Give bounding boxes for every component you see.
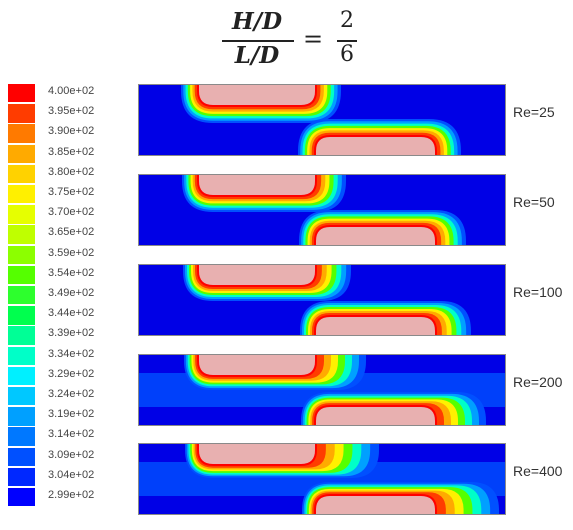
contour-panel [138, 354, 506, 426]
contour-plot [139, 85, 505, 155]
colorbar-swatch [8, 164, 35, 184]
reynolds-label: Re=25 [513, 104, 555, 120]
contour-panel [138, 174, 506, 246]
equation-fraction-bar-left [222, 40, 294, 42]
equation-equals-sign: = [303, 25, 324, 53]
colorbar-swatch [8, 488, 35, 507]
colorbar-swatch [8, 144, 35, 163]
colorbar-swatch [8, 346, 35, 365]
colorbar-tick-label: 3.80e+02 [48, 165, 95, 178]
equation-numerator-left: H/D [231, 8, 283, 35]
lower-fin-body [316, 407, 435, 425]
reynolds-label: Re=50 [513, 194, 555, 210]
colorbar-tick-label: 3.44e+02 [48, 307, 95, 320]
contour-plot [139, 355, 505, 425]
colorbar-tick-label: 3.54e+02 [48, 266, 95, 279]
equation-numerator-right: 2 [340, 8, 354, 33]
upper-fin-body [199, 175, 315, 195]
lower-fin-body [316, 496, 435, 514]
colorbar-tick-label: 3.90e+02 [48, 125, 95, 138]
colorbar-swatch [8, 245, 35, 264]
colorbar-tick-label: 3.70e+02 [48, 206, 95, 219]
equation-denominator-left: L/D [234, 42, 280, 69]
colorbar-swatch [8, 326, 35, 345]
colorbar-swatch [8, 306, 35, 325]
upper-fin-body [199, 355, 315, 375]
colorbar-swatch [8, 447, 35, 466]
colorbar-tick-label: 3.95e+02 [48, 105, 95, 118]
colorbar-swatch [8, 366, 35, 386]
reynolds-label: Re=400 [513, 463, 563, 479]
colorbar-tick-label: 4.00e+02 [48, 85, 95, 97]
colorbar-tick-label: 3.59e+02 [48, 246, 95, 259]
colorbar-tick-label: 3.85e+02 [48, 145, 95, 158]
contour-panel [138, 264, 506, 336]
colorbar-swatch [8, 185, 35, 204]
lower-fin-body [316, 227, 435, 245]
colorbar-tick-label: 3.39e+02 [48, 327, 95, 340]
colorbar-tick-label: 3.34e+02 [48, 347, 95, 360]
colorbar-swatch [8, 427, 35, 446]
upper-fin-body [199, 265, 315, 285]
reynolds-label: Re=200 [513, 374, 563, 390]
contour-plot [139, 175, 505, 245]
colorbar-tick-label: 3.19e+02 [48, 408, 95, 421]
colorbar-tick-label: 3.14e+02 [48, 428, 95, 441]
colorbar-swatch [8, 225, 35, 244]
upper-fin-body [199, 444, 315, 464]
colorbar-swatch [8, 407, 35, 426]
contour-panel [138, 443, 506, 515]
colorbar-tick-label: 3.04e+02 [48, 468, 95, 481]
title-equation: H/D L/D = 2 6 [0, 0, 573, 70]
colorbar-swatch [8, 387, 35, 406]
lower-fin-body [316, 317, 435, 335]
colorbar-tick-label: 3.24e+02 [48, 388, 95, 400]
equation-denominator-right: 6 [340, 42, 354, 67]
colorbar-swatch [8, 104, 35, 123]
colorbar-tick-label: 3.65e+02 [48, 226, 95, 239]
colorbar-tick-label: 3.75e+02 [48, 186, 95, 198]
colorbar-tick-label: 2.99e+02 [48, 489, 95, 501]
contour-plot [139, 265, 505, 335]
reynolds-label: Re=100 [513, 284, 563, 300]
colorbar-swatch [8, 205, 35, 224]
colorbar-swatch [8, 124, 35, 143]
equation-fraction-bar-right [337, 40, 357, 42]
contour-panel [138, 84, 506, 156]
upper-fin-body [199, 85, 315, 105]
colorbar-swatch [8, 467, 35, 487]
colorbar-tick-label: 3.09e+02 [48, 448, 95, 461]
colorbar-swatch [8, 286, 35, 305]
colorbar-tick-label: 3.29e+02 [48, 367, 95, 380]
lower-fin-body [316, 137, 435, 155]
colorbar-swatch [8, 265, 35, 285]
contour-plot [139, 444, 505, 514]
colorbar-swatch [8, 84, 35, 103]
colorbar-tick-label: 3.49e+02 [48, 287, 95, 299]
